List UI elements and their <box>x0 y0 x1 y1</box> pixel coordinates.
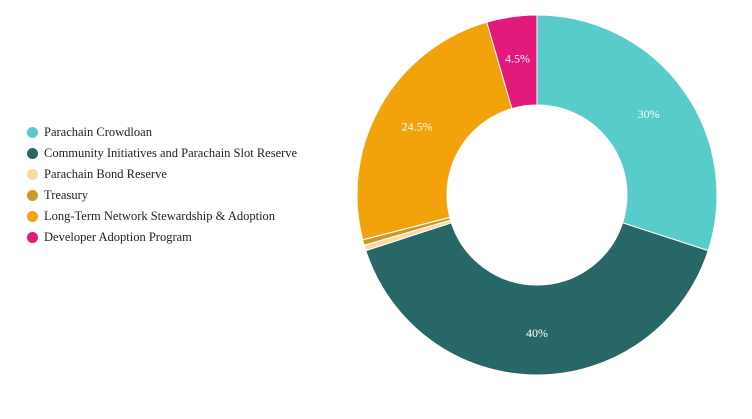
legend-swatch <box>27 232 38 243</box>
donut-slice[interactable] <box>365 222 709 376</box>
slice-data-label: 30% <box>638 107 660 121</box>
donut-slices <box>356 14 718 376</box>
donut-slice[interactable] <box>536 14 718 252</box>
slice-data-label: 40% <box>526 326 548 340</box>
legend-item[interactable]: Treasury <box>27 187 317 204</box>
donut-labels: 30% 40% 24.5% 4.5% <box>402 51 660 340</box>
legend-swatch <box>27 190 38 201</box>
legend-swatch <box>27 127 38 138</box>
legend-item[interactable]: Developer Adoption Program <box>27 229 317 246</box>
legend-item[interactable]: Long-Term Network Stewardship & Adoption <box>27 208 317 225</box>
donut-slice[interactable] <box>486 14 538 110</box>
legend-swatch <box>27 148 38 159</box>
legend-item[interactable]: Community Initiatives and Parachain Slot… <box>27 145 317 162</box>
legend-label: Long-Term Network Stewardship & Adoption <box>44 209 276 223</box>
legend-label: Parachain Bond Reserve <box>44 167 167 181</box>
legend-label: Developer Adoption Program <box>44 230 192 244</box>
slice-data-label: 4.5% <box>505 51 530 65</box>
legend-swatch <box>27 211 38 222</box>
legend-swatch <box>27 169 38 180</box>
legend-label: Treasury <box>44 188 88 202</box>
legend-item[interactable]: Parachain Bond Reserve <box>27 166 317 183</box>
chart-legend: Parachain Crowdloan Community Initiatives… <box>27 124 317 250</box>
legend-item[interactable]: Parachain Crowdloan <box>27 124 317 141</box>
legend-label: Parachain Crowdloan <box>44 125 152 139</box>
slice-data-label: 24.5% <box>402 120 433 134</box>
donut-slice[interactable] <box>356 21 513 241</box>
legend-label: Community Initiatives and Parachain Slot… <box>44 146 298 160</box>
